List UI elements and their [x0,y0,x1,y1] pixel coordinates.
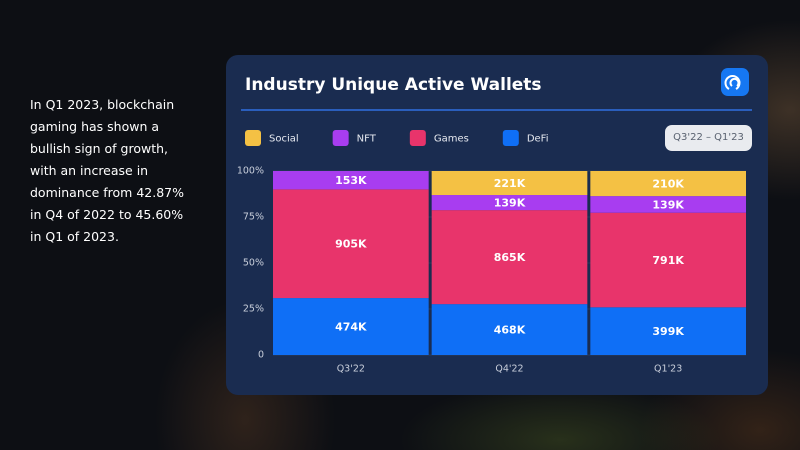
legend-label: DeFi [527,134,549,145]
bar-segment [273,298,429,355]
bar-segment [431,210,588,305]
bar-segment [431,171,588,196]
value-label: 865K [494,251,526,264]
chart-title: Industry Unique Active Wallets [245,75,542,95]
value-label: 139K [652,198,684,211]
bar-segment [590,307,746,355]
x-tick-label: Q4'22 [495,364,523,375]
legend-label: NFT [357,134,377,145]
value-label: 399K [652,325,684,338]
legend-swatch [332,130,349,146]
logo-icon [721,68,749,96]
y-tick-label: 25% [243,304,264,315]
x-tick-label: Q1'23 [654,364,682,375]
legend-label: Games [434,134,469,145]
x-tick-label: Q3'22 [337,364,365,375]
value-label: 791K [652,254,684,267]
legend-swatch [245,130,261,146]
intro-text: In Q1 2023, blockchain gaming has shown … [30,97,184,244]
legend-swatch [409,130,426,146]
legend-swatch [502,130,519,146]
y-tick-label: 50% [243,258,264,269]
value-label: 153K [335,174,367,187]
value-label: 210K [652,178,684,191]
bar-segment [431,304,588,355]
y-tick-label: 100% [237,166,264,177]
bar-segment [431,195,588,211]
value-label: 474K [335,321,367,334]
bar-segment [590,171,746,197]
bar-segment [273,171,429,190]
bar-segment [590,196,746,213]
bar-segment [590,212,746,308]
y-tick-label: 75% [243,212,264,223]
legend-label: Social [269,134,299,145]
value-label: 139K [494,197,526,210]
value-label: 221K [494,177,526,190]
range-button[interactable]: Q3'22 – Q1'23 [665,125,752,151]
value-label: 905K [335,238,367,251]
bar-segment [273,189,429,299]
y-tick-label: 0 [258,350,264,361]
value-label: 468K [494,324,526,337]
